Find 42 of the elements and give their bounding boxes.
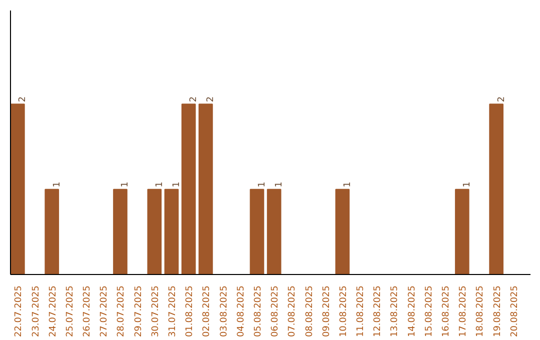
x-tick-label: 24.07.2025 [48,286,58,338]
x-tick-label: 16.08.2025 [442,286,452,338]
x-tick-label: 22.07.2025 [14,286,24,338]
x-tick-label: 05.08.2025 [253,286,264,338]
data-label: 1 [52,182,62,188]
data-label: 2 [496,96,507,102]
data-label: 1 [154,182,165,188]
x-tick-label: 02.08.2025 [202,286,212,338]
x-tick-label: 20.08.2025 [510,286,520,338]
x-tick-label: 10.08.2025 [338,286,349,338]
x-tick-label: 04.08.2025 [236,286,246,338]
data-label: 1 [342,182,353,188]
x-tick-label: 17.08.2025 [458,286,469,338]
data-label: 1 [172,182,182,188]
data-label: 1 [274,182,285,188]
x-tick-label: 31.07.2025 [168,286,178,338]
x-tick-label: 26.07.2025 [82,286,93,338]
x-tick-label: 07.08.2025 [288,286,298,338]
x-tick-label: 13.08.2025 [390,286,400,338]
x-tick-label: 23.07.2025 [31,286,42,338]
data-label: 1 [120,182,131,188]
data-label: 1 [462,182,473,188]
x-tick-label: 29.07.2025 [134,286,144,338]
x-tick-label: 09.08.2025 [322,286,332,338]
x-tick-label: 19.08.2025 [492,286,503,338]
x-tick-label: 14.08.2025 [407,286,418,338]
x-tick-label: 15.08.2025 [424,286,434,338]
x-tick-label: 27.07.2025 [100,286,110,338]
x-tick-label: 06.08.2025 [270,286,281,338]
x-tick-label: 11.08.2025 [356,286,366,338]
x-tick-label: 25.07.2025 [65,286,76,338]
x-tick-label: 18.08.2025 [476,286,486,338]
data-label: 1 [257,182,268,188]
x-tick-label: 28.07.2025 [116,286,127,338]
data-label: 2 [189,96,200,102]
data-label: 2 [206,96,216,102]
x-tick-label: 03.08.2025 [219,286,230,338]
x-tick-label: 30.07.2025 [150,286,161,338]
x-tick-label: 08.08.2025 [304,286,315,338]
x-tick-label: 12.08.2025 [373,286,384,338]
x-tick-label: 01.08.2025 [185,286,196,338]
data-label: 2 [18,96,28,102]
